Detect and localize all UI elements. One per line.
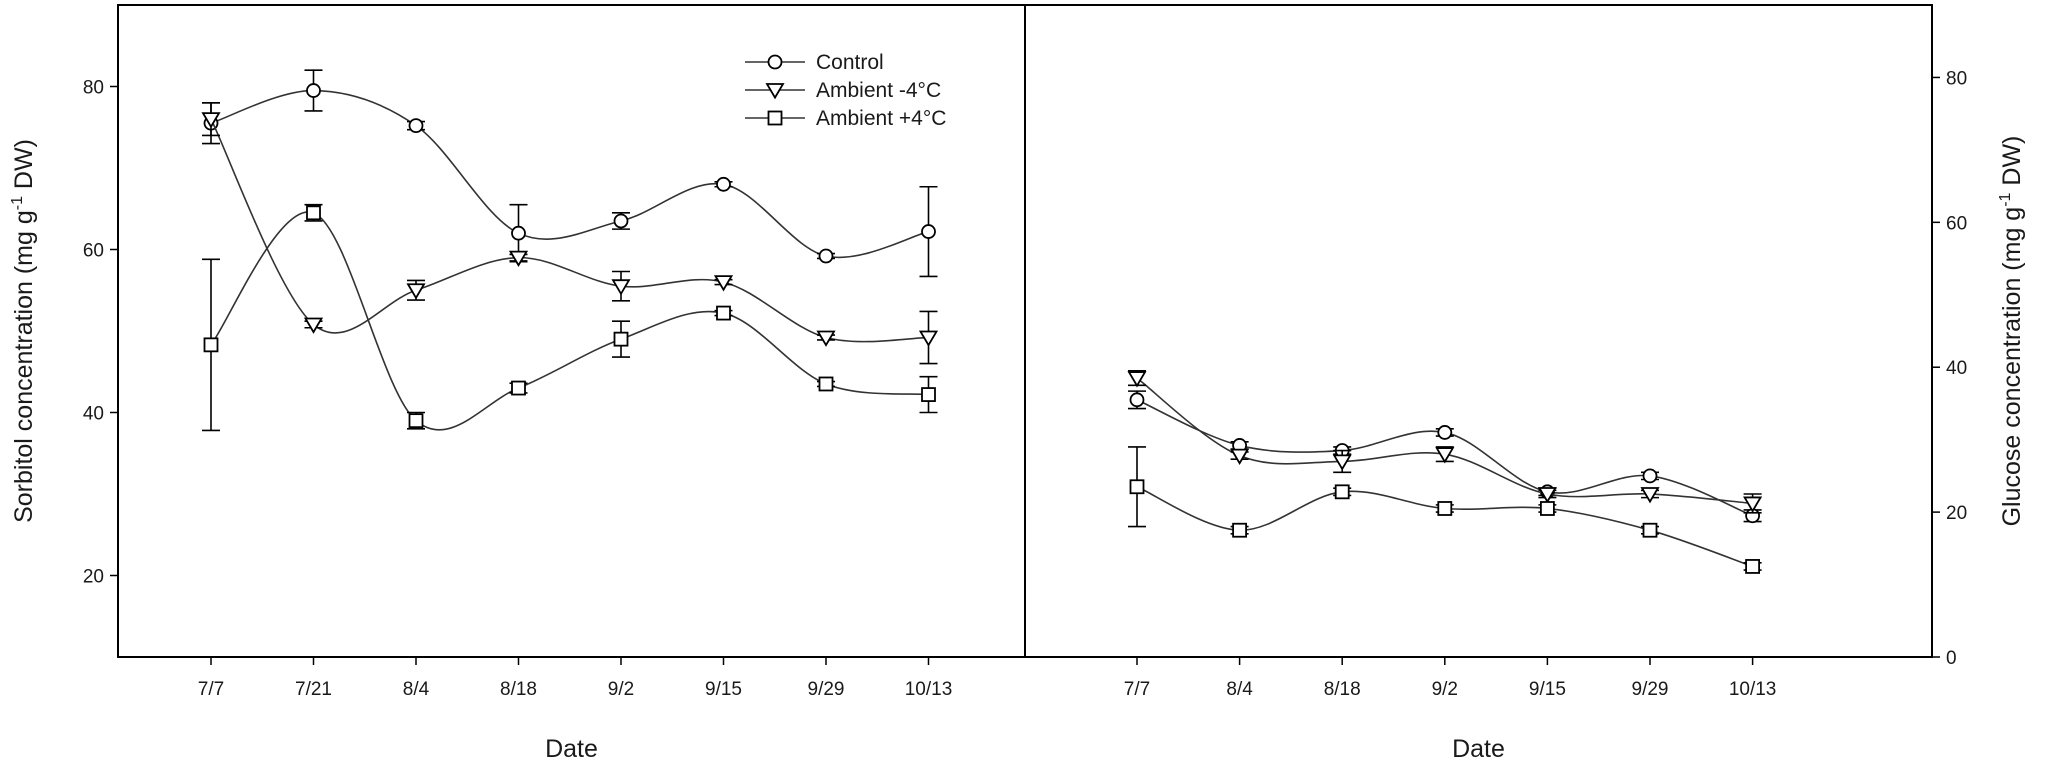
marker-ambient-minus-4c (1540, 501, 1555, 516)
left-y-tick-label: 40 (83, 404, 104, 425)
right-y-tick-label: 0 (1946, 648, 1957, 669)
legend-label: Ambient +4°C (816, 107, 946, 130)
marker-control (306, 83, 321, 98)
legend-entry-ambient-minus-4c: Ambient -4°C (745, 79, 941, 102)
marker-control (716, 176, 731, 192)
marker-ambient-minus-4c (1232, 522, 1247, 538)
marker-ambient-minus-4c (918, 330, 939, 347)
marker-ambient-minus-4c (1332, 454, 1352, 471)
left-x-tick-label: 9/2 (608, 679, 634, 700)
marker-control (511, 225, 526, 241)
marker-ambient-minus-4c (1642, 522, 1658, 538)
marker-ambient-minus-4c (303, 317, 324, 334)
left-y-tick-label: 80 (83, 78, 104, 99)
right-x-tick-label: 9/2 (1432, 679, 1458, 700)
marker-ambient-minus-4c (408, 413, 424, 429)
right-y-tick-label: 20 (1946, 503, 1967, 524)
marker-ambient-minus-4c (716, 305, 731, 321)
right-x-tick-label: 9/15 (1529, 679, 1566, 700)
marker-legend-ambient-minus-4c (765, 83, 785, 100)
left-series-ambient-minus-4c (202, 203, 938, 432)
marker-ambient-minus-4c (1745, 559, 1760, 574)
marker-ambient-minus-4c (611, 279, 631, 296)
marker-ambient-minus-4c (1129, 479, 1145, 495)
marker-ambient-minus-4c (921, 387, 936, 402)
marker-ambient-minus-4c (1437, 501, 1453, 516)
left-series-ambient-minus-4c (201, 102, 939, 365)
marker-control (818, 248, 834, 264)
right-series-ambient-minus-4c (1128, 446, 1762, 574)
marker-legend-control (767, 54, 783, 70)
right-series-control (1128, 390, 1762, 524)
left-x-tick-label: 9/15 (705, 679, 742, 700)
left-x-tick-label: 9/29 (808, 679, 845, 700)
left-x-tick-label: 8/4 (403, 679, 430, 700)
marker-control (921, 224, 936, 239)
marker-ambient-minus-4c (1537, 487, 1557, 504)
right-x-tick-label: 8/18 (1324, 679, 1361, 700)
marker-ambient-minus-4c (306, 205, 321, 221)
right-series-ambient-minus-4c (1127, 370, 1763, 514)
right-y-tick-label: 40 (1946, 358, 1967, 379)
legend-entry-ambient-minus-4c: Ambient +4°C (745, 107, 946, 130)
right-y-tick-label: 60 (1946, 213, 1967, 234)
marker-ambient-minus-4c (1127, 371, 1147, 388)
marker-ambient-minus-4c (201, 112, 221, 129)
left-x-tick-label: 10/13 (905, 679, 953, 700)
marker-ambient-minus-4c (511, 380, 526, 396)
right-y-tick-label: 80 (1946, 68, 1967, 89)
legend: Control Ambient -4°C Ambient +4°C (745, 51, 946, 130)
marker-ambient-minus-4c (1334, 484, 1350, 500)
marker-legend-ambient-minus-4c (767, 110, 783, 126)
left-y-axis-title: Sorbitol concentration (mg g-1 DW) (9, 139, 38, 523)
right-x-tick-label: 10/13 (1729, 679, 1777, 700)
right-x-tick-label: 9/29 (1632, 679, 1669, 700)
left-y-tick-label: 60 (83, 241, 104, 262)
legend-label: Control (816, 51, 884, 74)
left-x-tick-label: 7/7 (198, 679, 224, 700)
right-line-ambient-minus-4c (1136, 377, 1753, 505)
right-line-ambient-minus-4c (1136, 486, 1753, 568)
legend-label: Ambient -4°C (816, 79, 941, 102)
left-line-ambient-minus-4c (210, 118, 929, 343)
marker-ambient-minus-4c (816, 330, 836, 347)
right-plot-frame (1024, 4, 1933, 658)
marker-control (1129, 392, 1145, 408)
left-x-tick-label: 7/21 (295, 679, 332, 700)
marker-ambient-minus-4c (1743, 496, 1763, 513)
marker-ambient-minus-4c (508, 250, 529, 268)
left-x-tick-label: 8/18 (500, 679, 537, 700)
marker-control (408, 118, 424, 134)
marker-ambient-minus-4c (406, 283, 426, 300)
left-line-control (210, 89, 929, 259)
marker-control (613, 213, 629, 229)
marker-ambient-minus-4c (1230, 448, 1250, 465)
marker-ambient-minus-4c (1435, 447, 1455, 464)
right-x-tick-label: 7/7 (1124, 679, 1150, 700)
left-y-tick-label: 20 (83, 567, 104, 588)
sorbitol-panel: 20 40 60 80 7/7 7/21 8/4 8/18 9/2 9/15 9/29 10/13 Da… (9, 4, 1026, 763)
glucose-panel: 0 20 40 60 80 7/7 8/4 8/18 9/2 9/15 9/29 10/13 Date G… (1024, 4, 2026, 763)
right-y-axis-title: Glucose concentration (mg g-1 DW) (1997, 136, 2026, 527)
right-x-tick-label: 8/4 (1226, 679, 1253, 700)
marker-ambient-minus-4c (818, 376, 834, 392)
left-plot-frame (117, 4, 1026, 658)
marker-control (1642, 468, 1658, 484)
marker-ambient-minus-4c (203, 337, 219, 353)
marker-control (1437, 425, 1453, 440)
right-x-axis-title: Date (1452, 735, 1505, 763)
marker-ambient-minus-4c (713, 275, 734, 292)
left-x-axis-title: Date (545, 735, 598, 763)
marker-ambient-minus-4c (613, 331, 629, 347)
legend-entry-control: Control (745, 51, 884, 74)
marker-ambient-minus-4c (1640, 487, 1660, 504)
